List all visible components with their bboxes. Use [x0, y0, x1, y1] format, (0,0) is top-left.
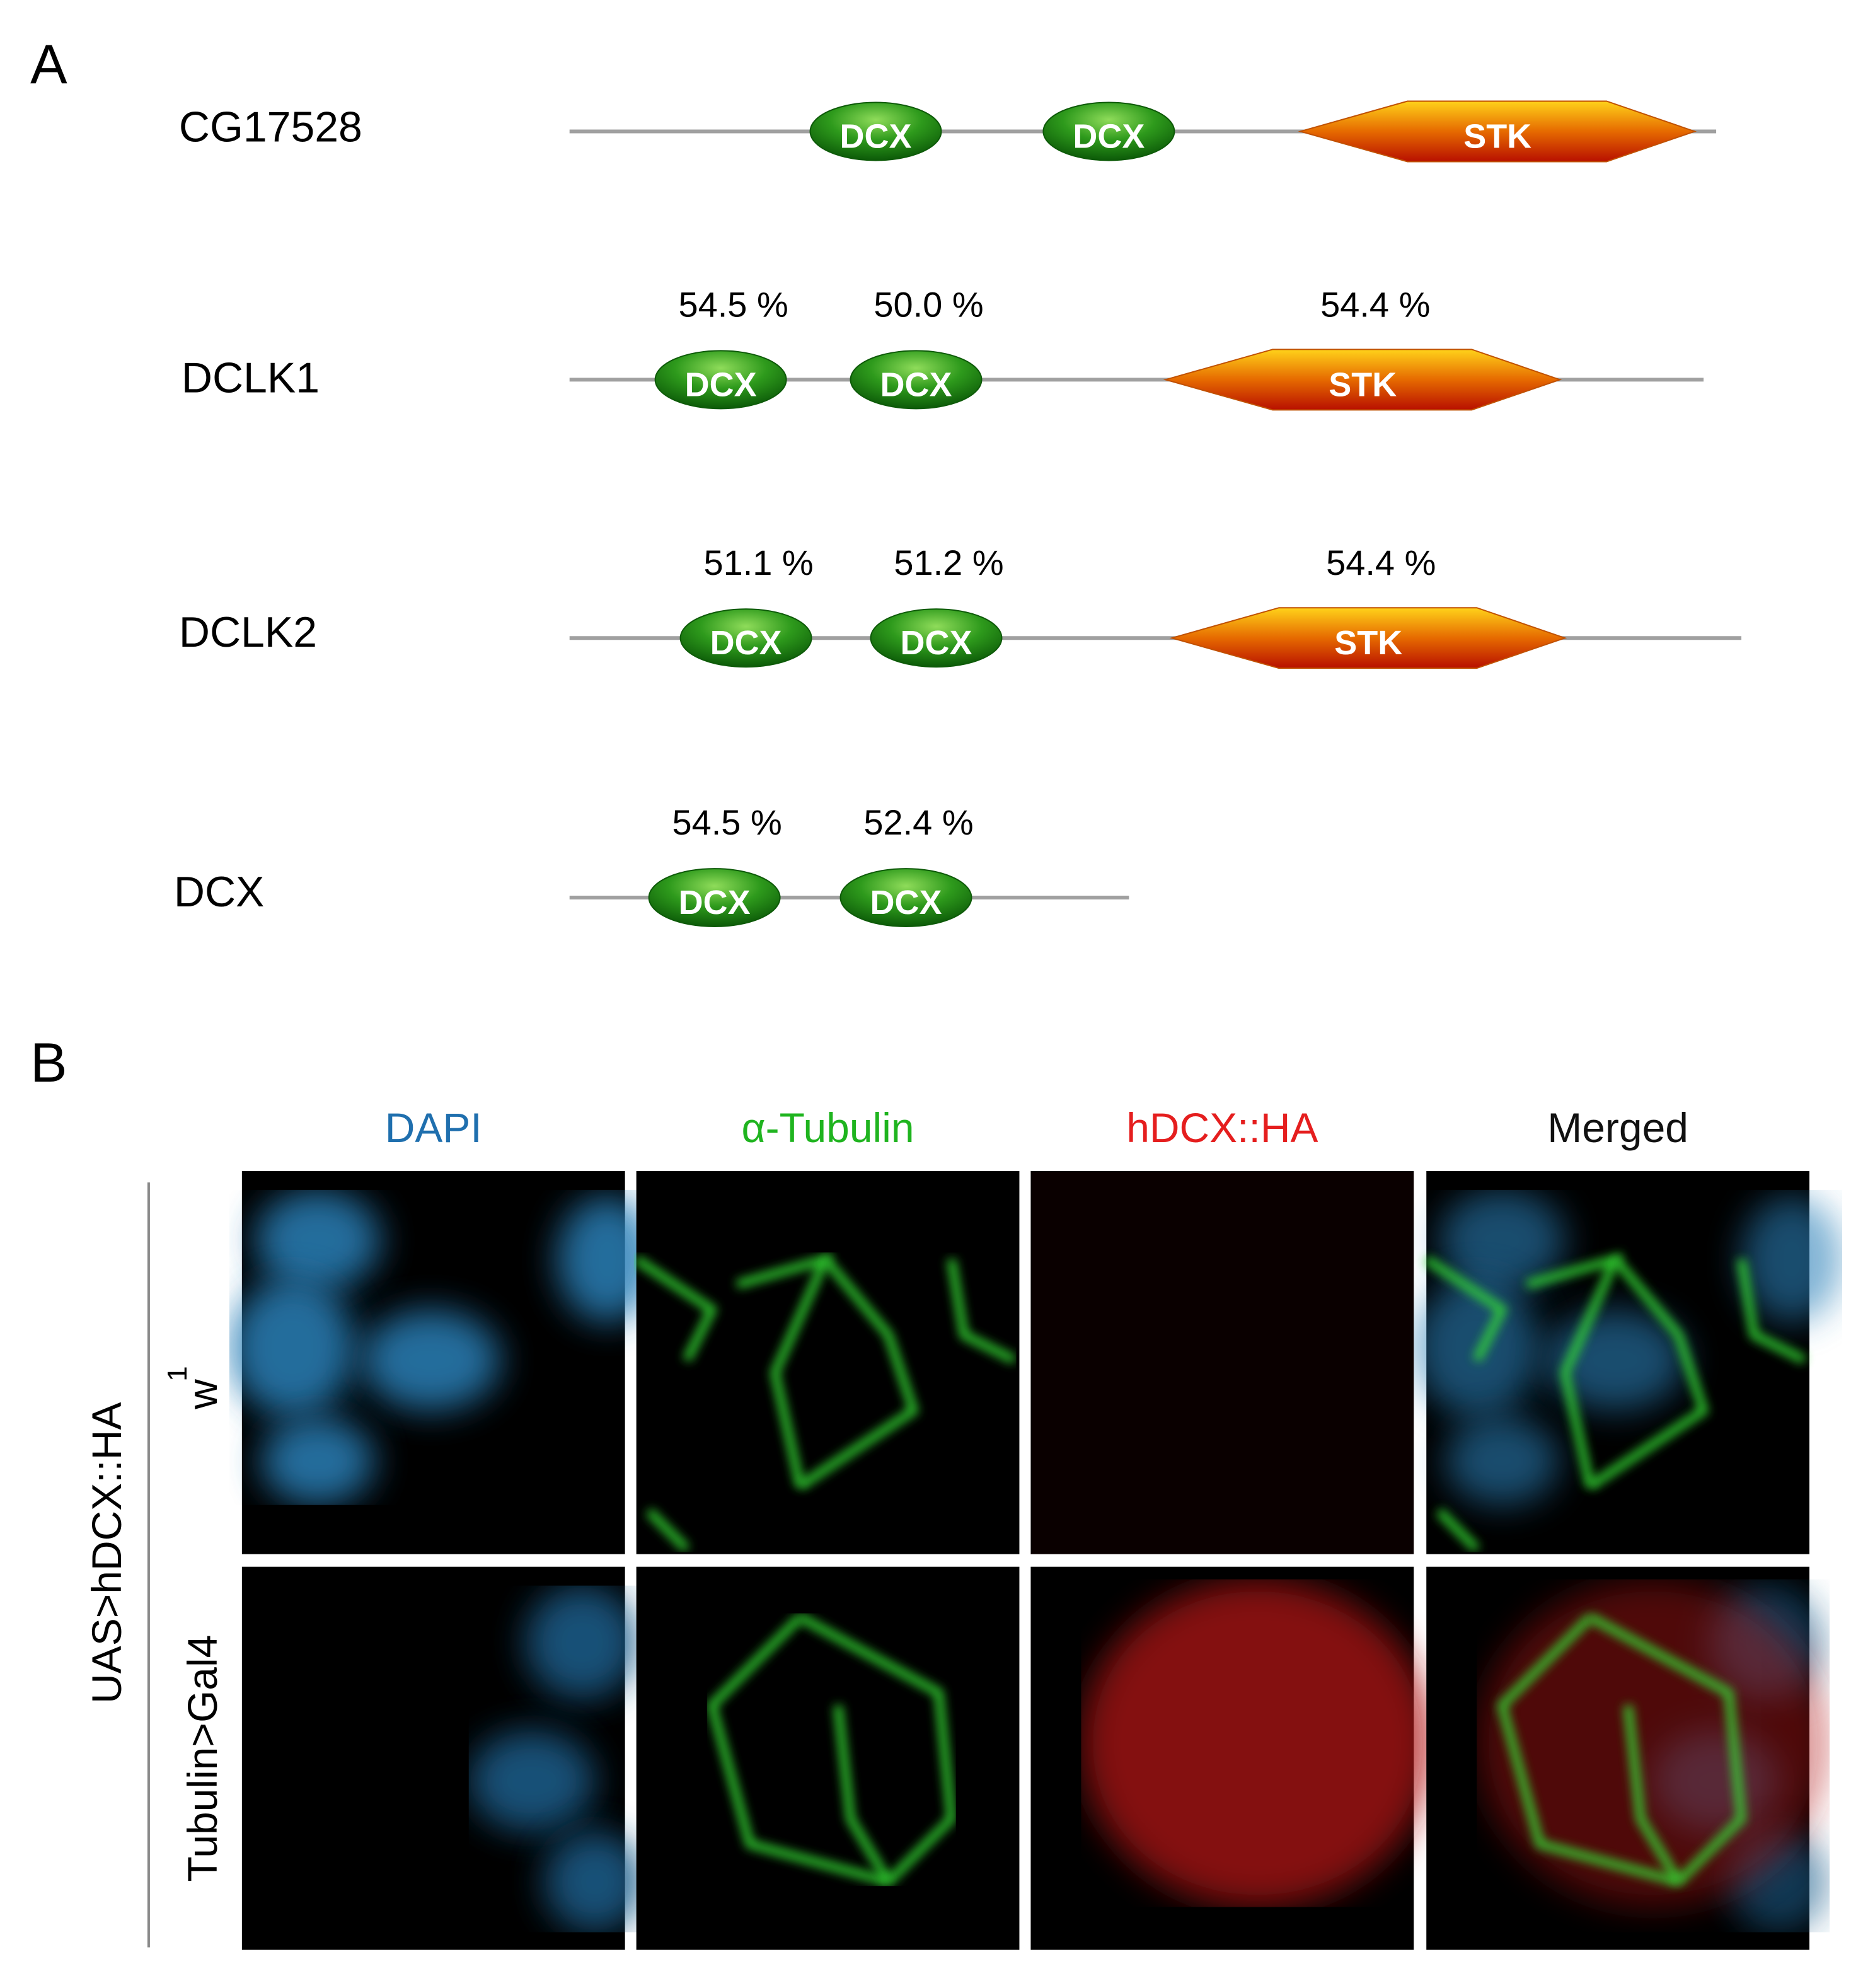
- nucleus: [469, 1731, 595, 1832]
- spindle-fiber: [1741, 1259, 1804, 1360]
- identity-label: 52.4 %: [863, 802, 973, 842]
- stk-domain: [1298, 100, 1697, 163]
- spindle-fiber: [712, 1617, 889, 1882]
- channel-header: α-Tubulin: [742, 1104, 914, 1151]
- row-label: Tubulin>Gal4: [179, 1635, 226, 1882]
- identity-label: 54.5 %: [678, 284, 788, 324]
- micrograph: [1030, 1566, 1434, 1950]
- domain-label: DCX: [685, 366, 757, 403]
- row-label-superscript: 1: [162, 1366, 193, 1381]
- spindle-fiber: [1426, 1259, 1502, 1360]
- domain-label: DCX: [679, 884, 751, 922]
- dcx-domain: [648, 868, 781, 928]
- nucleus: [557, 1196, 658, 1322]
- domain-label: STK: [1329, 366, 1397, 403]
- dcx-domain: [1042, 101, 1175, 161]
- micrograph: [241, 1566, 645, 1950]
- micrograph: [636, 1170, 1020, 1554]
- dcx-domain: [654, 350, 787, 410]
- protein-name: DCX: [174, 868, 265, 916]
- spindle-fiber: [838, 1706, 889, 1882]
- spindle-fiber: [1590, 1617, 1741, 1882]
- panel-label: A: [30, 33, 67, 95]
- micrograph-content: [1414, 1190, 1842, 1549]
- nucleus: [261, 1417, 374, 1505]
- micrograph-bg: [1030, 1170, 1414, 1554]
- micrograph-bg: [636, 1170, 1020, 1554]
- micrograph-content: [712, 1617, 952, 1882]
- micrograph-content: [469, 1586, 645, 1933]
- identity-label: 50.0 %: [874, 284, 983, 324]
- micrograph-content: [1081, 1580, 1434, 1907]
- protein-name: CG17528: [179, 103, 362, 151]
- nucleus: [255, 1190, 381, 1291]
- row-label: w: [179, 1379, 226, 1410]
- nucleus: [1414, 1278, 1540, 1417]
- domain-label: STK: [1334, 624, 1402, 662]
- domain-label: STK: [1463, 117, 1531, 155]
- dcx-domain: [809, 101, 942, 161]
- nucleus: [1741, 1196, 1842, 1322]
- spindle-fiber: [737, 1259, 826, 1486]
- identity-label: 54.4 %: [1320, 284, 1430, 324]
- micrograph-content: [637, 1259, 1015, 1549]
- micrograph-content: [229, 1190, 658, 1505]
- spindle-fiber: [1439, 1511, 1477, 1549]
- protein-name: DCLK2: [179, 608, 317, 656]
- micrograph: [229, 1170, 658, 1554]
- micrograph: [636, 1566, 1020, 1950]
- domain-label: DCX: [840, 117, 912, 155]
- channel-header: hDCX::HA: [1126, 1104, 1318, 1151]
- hdcx-signal: [1477, 1580, 1830, 1907]
- stk-domain: [1169, 607, 1567, 669]
- spindle-fiber: [1527, 1259, 1615, 1486]
- dcx-domain: [850, 350, 983, 410]
- spindle-fiber: [800, 1617, 952, 1882]
- nucleus: [362, 1310, 500, 1411]
- domain-label: DCX: [870, 884, 942, 922]
- channel-header: DAPI: [385, 1104, 482, 1151]
- micrograph: [1426, 1566, 1830, 1950]
- domain-label: DCX: [1073, 117, 1145, 155]
- identity-label: 54.5 %: [672, 802, 781, 842]
- hdcx-signal: [1081, 1580, 1434, 1907]
- nucleus: [1439, 1190, 1565, 1291]
- domain-label: DCX: [880, 366, 952, 403]
- stk-domain: [1163, 349, 1562, 411]
- dcx-domain: [839, 868, 972, 928]
- domain-label: DCX: [901, 624, 972, 662]
- micrograph-bg: [636, 1566, 1020, 1950]
- spindle-fiber: [649, 1511, 687, 1549]
- nucleus: [526, 1586, 639, 1699]
- dcx-domain: [679, 608, 812, 668]
- spindle-fiber: [1590, 1259, 1704, 1486]
- domain-label: DCX: [710, 624, 782, 662]
- protein-name: DCLK1: [182, 354, 320, 402]
- identity-label: 51.1 %: [703, 543, 813, 582]
- micrograph-content: [1477, 1580, 1830, 1933]
- panel-a: A CG17528 DCX DCX STK DCLK1 DCX 54.5 % DCX 50.0 %…: [30, 33, 1742, 928]
- spindle-fiber: [951, 1259, 1014, 1360]
- identity-label: 54.4 %: [1326, 543, 1436, 582]
- identity-label: 51.2 %: [894, 543, 1003, 582]
- micrograph: [1030, 1170, 1414, 1554]
- dcx-domain: [870, 608, 1003, 668]
- nucleus: [1445, 1417, 1559, 1505]
- nucleus: [545, 1832, 645, 1933]
- micrograph: [1414, 1170, 1842, 1554]
- panel-label: B: [30, 1031, 67, 1094]
- spindle-fiber: [637, 1259, 712, 1360]
- nucleus: [229, 1278, 355, 1417]
- spindle-fiber: [1502, 1617, 1678, 1882]
- row-group-label: UAS>hDCX::HA: [83, 1402, 130, 1703]
- spindle-fiber: [1628, 1706, 1678, 1882]
- channel-header: Merged: [1547, 1104, 1688, 1151]
- spindle-fiber: [800, 1259, 914, 1486]
